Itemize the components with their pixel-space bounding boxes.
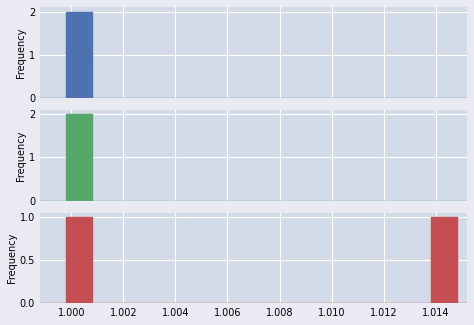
Y-axis label: Frequency: Frequency [16,130,26,180]
Bar [66,114,92,201]
Bar [66,217,92,303]
Bar [66,12,92,98]
Bar [430,217,456,303]
Y-axis label: Frequency: Frequency [16,28,26,78]
Y-axis label: Frequency: Frequency [7,233,17,283]
